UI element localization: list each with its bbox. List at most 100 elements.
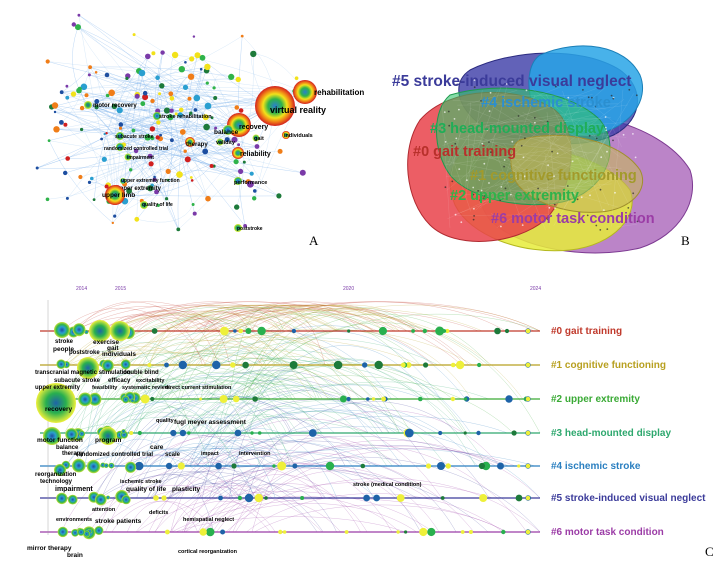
timeline-arc — [204, 444, 509, 499]
timeline-arc — [127, 380, 290, 434]
lane-label-4: #4 ischemic stroke — [551, 461, 641, 472]
label-impairment: impairment — [127, 155, 154, 161]
timeline-node — [122, 395, 130, 404]
timeline-arc — [232, 410, 501, 533]
label-poststroke: poststroke — [237, 226, 263, 232]
cluster-node — [636, 220, 639, 223]
kw-quality: quality — [156, 418, 175, 424]
cluster-edge — [528, 131, 627, 138]
timeline-arc — [171, 448, 274, 467]
network-node — [87, 180, 92, 184]
kw-tms: transcranial magnetic stimulation — [35, 370, 131, 376]
timeline-arc — [77, 301, 189, 332]
timeline-node — [165, 462, 173, 470]
timeline-node — [120, 359, 131, 370]
network-node — [189, 176, 193, 179]
timeline-arc — [185, 481, 493, 533]
cluster-edge — [545, 155, 550, 226]
cluster-edge — [464, 86, 502, 183]
kw-cortical-reorganization: cortical reorganization — [178, 549, 238, 555]
network-node — [158, 92, 162, 96]
network-node — [142, 90, 148, 96]
network-node — [62, 170, 68, 176]
node-subacute-stroke: subacute stroke — [115, 132, 154, 140]
timeline-arc — [173, 379, 317, 434]
kw-scale: scale — [165, 452, 181, 458]
node-individuals: individuals — [282, 131, 313, 139]
cluster-node — [524, 137, 526, 140]
cluster-label-1: #1 cognitive functioning — [470, 168, 637, 184]
timeline-arc — [94, 304, 435, 366]
network-edge — [90, 67, 186, 152]
cluster-node — [577, 221, 580, 224]
network-edge — [192, 152, 239, 205]
network-node — [231, 136, 238, 143]
timeline-arc — [111, 330, 392, 467]
network-node — [242, 160, 246, 164]
network-node — [148, 161, 154, 167]
timeline-node — [396, 530, 400, 534]
kw-upper-extremity: upper extremity — [35, 385, 81, 391]
network-node — [159, 83, 165, 89]
cluster-label-4: #4 ischemic stroke — [481, 95, 611, 111]
timeline-arc — [188, 304, 408, 366]
cluster-edge — [545, 167, 611, 208]
cluster-node — [478, 178, 481, 181]
network-edge — [47, 155, 151, 200]
cluster-node — [525, 89, 528, 92]
timeline-arc — [159, 334, 267, 400]
kw-mirror-therapy: mirror therapy — [27, 545, 72, 552]
timeline-node — [199, 397, 203, 401]
timeline-arc — [241, 312, 358, 400]
cluster-node — [568, 127, 571, 130]
cluster-node — [599, 229, 602, 231]
timeline-node — [252, 396, 258, 402]
timeline-node — [450, 396, 456, 402]
timeline-node — [460, 530, 465, 534]
timeline-node — [404, 428, 414, 438]
timeline-node — [86, 459, 101, 474]
network-node — [125, 76, 129, 80]
timeline-arc — [70, 352, 365, 400]
kw-systematic-review: systematic review — [122, 385, 170, 391]
cluster-node — [473, 79, 476, 81]
cluster-edge — [441, 127, 471, 212]
timeline-node — [423, 362, 429, 368]
cluster-node — [444, 141, 447, 143]
cluster-node — [447, 82, 449, 84]
timeline-node — [264, 496, 268, 500]
cluster-edge — [458, 138, 599, 154]
cluster-edge — [456, 184, 576, 196]
network-node — [253, 189, 257, 193]
timeline-arc — [251, 437, 371, 533]
timeline-arc — [212, 480, 264, 499]
cluster-edge — [519, 179, 590, 191]
network-node — [94, 99, 100, 104]
network-node — [100, 137, 103, 141]
cluster-edge — [578, 93, 634, 186]
timeline-arc — [176, 304, 385, 366]
timeline-arc — [200, 381, 261, 400]
network-edge — [78, 15, 240, 126]
network-node — [243, 224, 248, 228]
timeline-node — [347, 329, 351, 333]
cluster-edge — [506, 122, 547, 163]
lane-end-node — [525, 495, 531, 501]
network-node — [65, 95, 70, 100]
timeline-node — [212, 360, 221, 370]
network-node — [234, 105, 240, 110]
timeline-arc — [130, 448, 208, 467]
timeline-node — [292, 463, 298, 469]
cluster-edge — [463, 114, 594, 147]
timeline-node — [468, 530, 473, 534]
timeline-arc — [197, 474, 361, 533]
panel-b-letter: B — [681, 233, 690, 248]
network-node — [166, 178, 170, 182]
timeline-node — [130, 398, 135, 403]
timeline-arc — [73, 306, 219, 332]
network-node — [234, 204, 240, 210]
lane-label-0: #0 gait training — [551, 326, 622, 337]
timeline-arc — [67, 350, 129, 400]
timeline-arc — [204, 440, 541, 533]
cluster-edge — [547, 160, 635, 182]
